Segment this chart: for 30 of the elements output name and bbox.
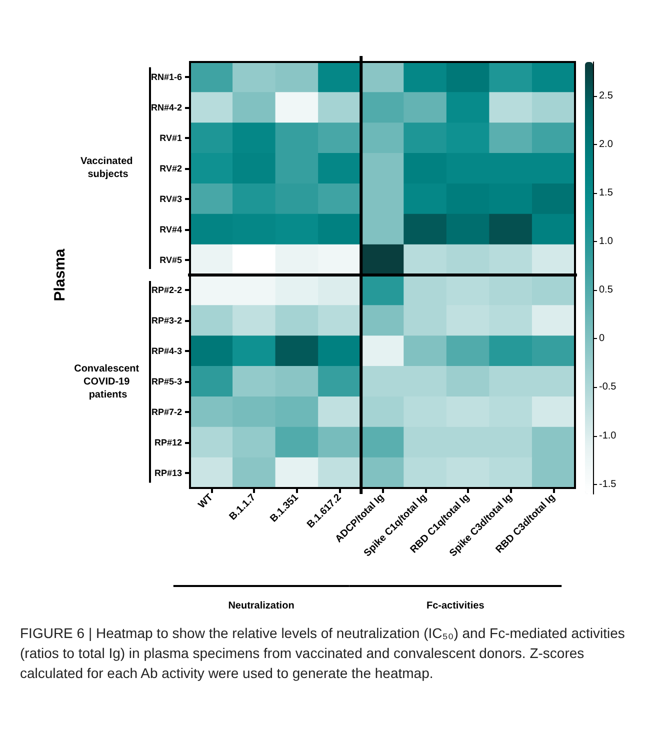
color-bar-label: 0.5 (599, 284, 614, 296)
y-tick-label: RN#4-2 (150, 102, 182, 113)
caption: FIGURE 6 | Heatmap to show the relative levels of neutralization (IC₅₀) and Fc-mediated activities (ratios to total Ig) in plasma specimens from vaccinated and convalescent donors. Z-scores calculated for each Ab activity were used to generate the heatmap. (19, 624, 626, 683)
color-bar-label: -1.0 (599, 430, 617, 442)
color-bar-label: 2.0 (599, 139, 614, 150)
color-bar-label: -0.5 (599, 382, 617, 393)
color-bar-label: 1.0 (599, 236, 614, 248)
y-tick-label: RP#4-3 (151, 346, 182, 356)
color-bar-label: -1.5 (599, 478, 617, 490)
y-tick-label: RV#1 (160, 133, 182, 144)
y-tick-label: RP#2-2 (151, 285, 182, 296)
y-tick-label: RP#3-2 (151, 316, 182, 326)
color-bar-label: 1.5 (599, 188, 614, 199)
y-tick-label: RN#1-6 (150, 72, 182, 82)
y-tick-label: RP#7-2 (151, 406, 182, 417)
text: Neutralization (228, 600, 294, 612)
text: Fc-activities (426, 600, 485, 612)
y-tick-label: RV#2 (160, 164, 182, 174)
y-tick-label: RP#12 (154, 437, 182, 448)
text: Plasma (52, 248, 68, 302)
y-tick-label: RV#3 (160, 194, 182, 204)
text: Vaccinated subjects (80, 156, 136, 180)
text: Convalescent COVID-19 patients (74, 363, 142, 400)
color-bar-label: 0 (599, 333, 605, 344)
y-tick-label: RV#4 (160, 224, 182, 234)
x-tick-label: WT (196, 492, 216, 511)
y-tick-label: RP#13 (154, 468, 182, 478)
y-tick-label: RV#5 (160, 254, 182, 265)
color-bar-label: 2.5 (599, 90, 614, 102)
y-tick-label: RP#5-3 (151, 376, 182, 386)
